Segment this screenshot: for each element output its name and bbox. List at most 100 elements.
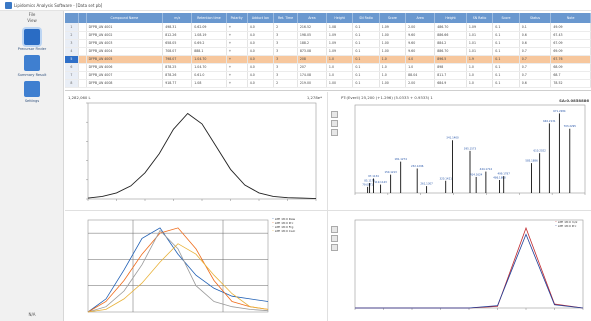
column-header[interactable]: Score [379, 13, 407, 23]
table-row[interactable]: 4 DFPB_LW 4004 708.07 888.1 +4.0 3 873.08 1.09 0… [65, 47, 591, 56]
table-cell: 1.01 [466, 47, 494, 56]
column-header[interactable]: Status [519, 13, 552, 23]
nav-item-label: Summary Result [17, 73, 47, 77]
column-header[interactable]: Area [405, 13, 436, 23]
table-row[interactable]: 8 DFPB_LW 4008 918.77 1.08 +4.0 2 219.00 1.00 0.… [65, 79, 591, 88]
zoom-in-button[interactable] [331, 111, 338, 118]
peak-profile-chart[interactable] [66, 93, 326, 209]
peak-panel-label: 1,282,060 L [68, 95, 91, 100]
peak-label: 610.2022 [533, 149, 546, 153]
table-cell: 898 [434, 63, 467, 72]
peak-label: 150.1213 [384, 170, 397, 174]
table-cell: 1.00 [326, 79, 354, 88]
column-header[interactable]: Score [492, 13, 520, 23]
column-header[interactable] [78, 13, 87, 23]
table-cell: 1.0 [466, 71, 494, 80]
eic-chart[interactable] [329, 212, 591, 321]
peak-label: 499.1787 [497, 172, 510, 176]
reset-view-button[interactable] [331, 129, 338, 136]
table-cell: 67.09 [550, 39, 591, 48]
nav-header: File View [0, 11, 64, 26]
table-cell: 2 [273, 23, 298, 32]
table-row[interactable]: 1 DFPB_LW 4001 498.31 0.62.09 +4.0 2 216.52 1.0… [65, 23, 591, 32]
overlay-series-line [87, 227, 269, 313]
table-cell: DFPB_LW 4008 [86, 79, 164, 88]
legend-label: LPE 18:0 Raw [274, 217, 296, 221]
zoom-out-button[interactable] [331, 235, 338, 242]
table-cell: DFPB_LW 4007 [86, 71, 164, 80]
table-cell: 0.1 [492, 23, 520, 32]
nav-item-settings[interactable]: Settings [16, 81, 48, 103]
table-cell [78, 55, 87, 64]
column-header[interactable]: Height [434, 13, 467, 23]
table-cell: 0.1 [352, 31, 380, 40]
panel-divider-vertical[interactable] [327, 92, 328, 321]
column-header[interactable]: Area [297, 13, 327, 23]
table-row[interactable]: 7 DFPB_LW 4007 878.26 0.61.0 +4.0 3 174.08 1.0 0… [65, 71, 591, 80]
peak-label: 85.1175 [364, 179, 375, 183]
table-cell: DFPB_LW 4006 [86, 63, 164, 72]
table-cell: 3 [273, 63, 298, 72]
table-row[interactable]: 2 DFPB_LW 4002 812.26 1.08.19 +4.0 3 198.05 1.0… [65, 31, 591, 40]
table-cell: 0.1 [492, 79, 520, 88]
table-cell: + [226, 31, 248, 40]
peak-line [87, 112, 317, 200]
column-header[interactable]: Note [550, 13, 591, 23]
peak-label: 232.1296 [411, 164, 424, 168]
compound-table-grid[interactable]: Compound Name m/z Retention time Polarity Ad… [65, 13, 591, 88]
table-cell: 0.1 [492, 39, 520, 48]
column-header[interactable]: Compound Name [86, 13, 164, 23]
fragment-overlay-chart[interactable] [66, 212, 326, 321]
table-cell: 0.1 [352, 47, 380, 56]
table-cell [78, 79, 87, 88]
column-header[interactable]: Ret. Time [273, 13, 298, 23]
column-header[interactable]: SN Ratio [466, 13, 494, 23]
menu-view[interactable]: View [27, 18, 37, 23]
table-cell: 78.52 [550, 79, 591, 88]
menu-file[interactable]: File [28, 12, 36, 17]
fragment-overlay-panel: ─ LPE 18:0 Raw ─ LPE 18:0 Prc ─ LPE 18:0… [66, 212, 326, 321]
table-cell: 486.70 [434, 23, 467, 32]
table-cell: 3 [273, 39, 298, 48]
table-cell: 3 [273, 71, 298, 80]
table-cell: 1.01 [466, 39, 494, 48]
compound-table[interactable]: Compound Name m/z Retention time Polarity Ad… [65, 13, 591, 91]
reset-view-button[interactable] [331, 244, 338, 251]
table-cell: 1.00 [379, 39, 407, 48]
overlay-series-line [87, 229, 269, 313]
column-header[interactable]: Height [326, 13, 354, 23]
table-cell: 67.76 [550, 55, 591, 64]
table-cell [78, 63, 87, 72]
zoom-out-button[interactable] [331, 120, 338, 127]
nav-item-summary-result[interactable]: Summary Result [16, 55, 48, 77]
peak-profile-panel: 1,282,060 L 1,278e* [66, 93, 326, 209]
column-header[interactable]: SN Ratio [352, 13, 380, 23]
column-header[interactable]: Retention time [191, 13, 227, 23]
legend-label: LPE 18:0 Calc [274, 229, 296, 233]
table-cell: 9.60 [405, 39, 436, 48]
table-cell: 198.05 [297, 31, 327, 40]
panel-divider-horizontal[interactable] [65, 210, 591, 211]
table-cell: 0.6 [519, 39, 552, 48]
column-header[interactable]: Polarity [226, 13, 248, 23]
precursor-finder-icon [24, 29, 40, 45]
table-cell: 1.00 [379, 47, 407, 56]
table-cell [78, 71, 87, 80]
table-cell: 1.01 [466, 31, 494, 40]
table-cell: 0.1 [352, 23, 380, 32]
table-row[interactable]: 6 DFPB_LW 4006 878.25 1.04.70 +4.0 3 207 1.0 0.1… [65, 63, 591, 72]
table-cell: 0.6 [519, 31, 552, 40]
table-cell: 2.00 [405, 23, 436, 32]
column-header[interactable]: Adduct Ion [247, 13, 275, 23]
table-cell: 1.09 [326, 31, 354, 40]
plot-frame [87, 219, 269, 313]
table-row[interactable]: 3 DFPB_LW 4003 658.05 0.69.2 +4.0 3 188.2 1.09 0… [65, 39, 591, 48]
title-bar: Lipidomics Analysis Software - [Data set… [0, 0, 591, 11]
zoom-in-button[interactable] [331, 226, 338, 233]
column-header[interactable]: m/z [162, 13, 193, 23]
table-row[interactable]: 5 DFPB_LW 4005 798.07 1.04.70 +4.0 3 208 1.0 0.1… [65, 55, 591, 64]
nav-item-precursor-finder[interactable]: Precursor Finder [16, 29, 48, 51]
column-header[interactable] [65, 13, 79, 23]
table-cell: 207 [297, 63, 327, 72]
